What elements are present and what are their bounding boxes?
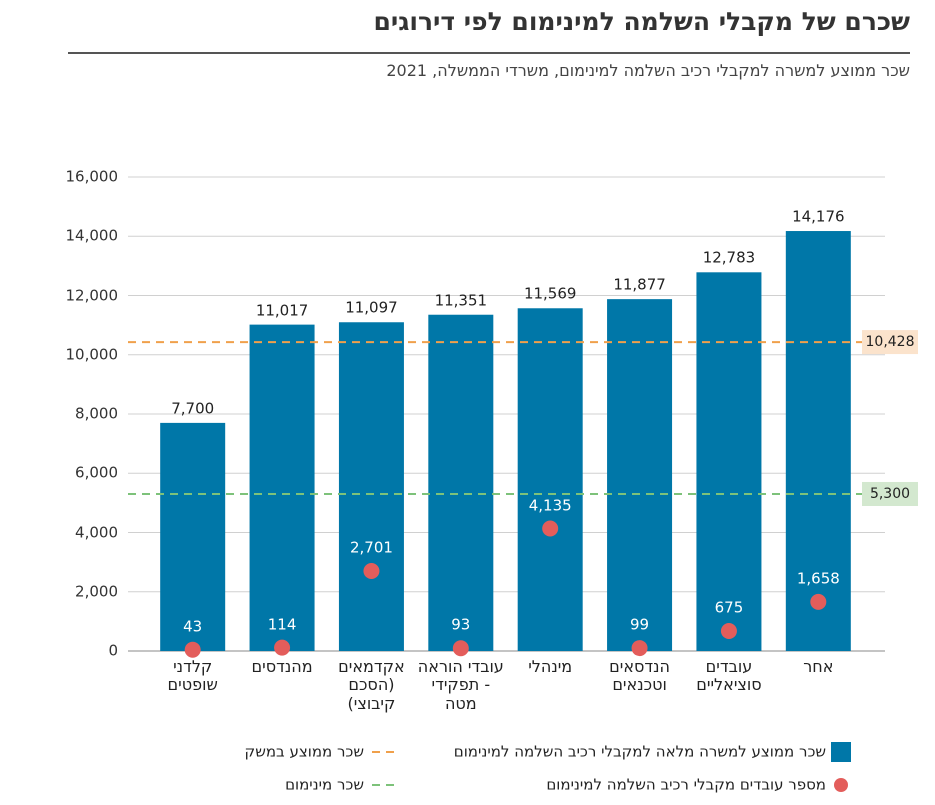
legend-label: שכר ממוצע במשק — [244, 742, 364, 761]
dot — [452, 640, 469, 657]
bar — [785, 231, 851, 651]
reference-label: 5,300 — [869, 485, 911, 502]
x-tick-label: מינהלי — [528, 657, 573, 676]
dot — [274, 639, 291, 656]
reference-label: 10,428 — [865, 334, 915, 351]
x-tick-label: קלדני שופטים — [167, 657, 218, 695]
bar — [696, 272, 762, 651]
dot — [810, 593, 827, 610]
bar — [428, 314, 494, 651]
bar — [160, 422, 226, 651]
dot-value-label: 675 — [714, 598, 744, 617]
legend-swatch — [831, 742, 851, 762]
dot — [363, 562, 380, 579]
bar — [249, 324, 315, 651]
dot — [720, 623, 737, 640]
y-tick-label: 16,000 — [65, 167, 119, 186]
y-tick-label: 10,000 — [65, 345, 119, 364]
bar-value-label: 11,569 — [523, 284, 577, 303]
x-tick-label: אחר — [803, 657, 834, 676]
legend-swatch — [834, 778, 848, 792]
y-tick-label: 8,000 — [75, 404, 118, 423]
dot-value-label: 2,701 — [349, 538, 393, 557]
x-tick-label: אקדמאים (הסכם קיבוצי) — [338, 657, 405, 713]
dot — [631, 640, 648, 657]
y-tick-label: 2,000 — [75, 582, 118, 601]
legend-label: שכר ממוצע למשרה מלאה למקבלי רכיב השלמה ל… — [453, 742, 826, 761]
bar — [517, 308, 583, 651]
bar-value-label: 7,700 — [171, 399, 215, 418]
dot — [542, 520, 559, 537]
bar-value-label: 11,877 — [613, 275, 666, 294]
dot-value-label: 43 — [183, 617, 203, 636]
chart-title: שכרם של מקבלי השלמה למינימום לפי דירוגים — [373, 7, 910, 36]
bar-value-label: 11,351 — [434, 291, 488, 310]
bar — [338, 322, 404, 651]
x-tick-label: מהנדסים — [251, 657, 313, 676]
bar-value-label: 14,176 — [792, 207, 845, 226]
bar-value-label: 12,783 — [702, 248, 756, 267]
dot-value-label: 99 — [630, 615, 650, 634]
x-tick-label: הנדסאים וטכנאים — [609, 657, 670, 695]
legend-label: מספר עובדים מקבלי רכיב השלמה למינימום — [546, 775, 826, 794]
dot-value-label: 4,135 — [528, 495, 572, 514]
y-tick-label: 14,000 — [65, 226, 119, 245]
x-tick-label: עובדי הוראה - תפקידי מטה — [417, 657, 504, 713]
y-tick-label: 0 — [108, 641, 118, 660]
dot-value-label: 1,658 — [796, 569, 840, 588]
dot-value-label: 114 — [267, 614, 297, 633]
bar-value-label: 11,097 — [345, 298, 398, 317]
dot — [184, 641, 201, 658]
bar-value-label: 11,017 — [255, 300, 309, 319]
x-tick-label: עובדים סוציאליים — [696, 657, 762, 695]
y-tick-label: 12,000 — [65, 285, 119, 304]
bar — [607, 299, 673, 651]
y-tick-label: 6,000 — [75, 463, 118, 482]
reference-label-box — [862, 330, 918, 355]
dot-value-label: 93 — [451, 615, 471, 634]
legend-label: שכר מינימום — [285, 775, 364, 794]
y-tick-label: 4,000 — [75, 522, 118, 541]
reference-label-box — [862, 481, 918, 506]
chart-subtitle: שכר ממוצע למשרה למקבלי רכיב השלמה למינימ… — [386, 61, 910, 80]
